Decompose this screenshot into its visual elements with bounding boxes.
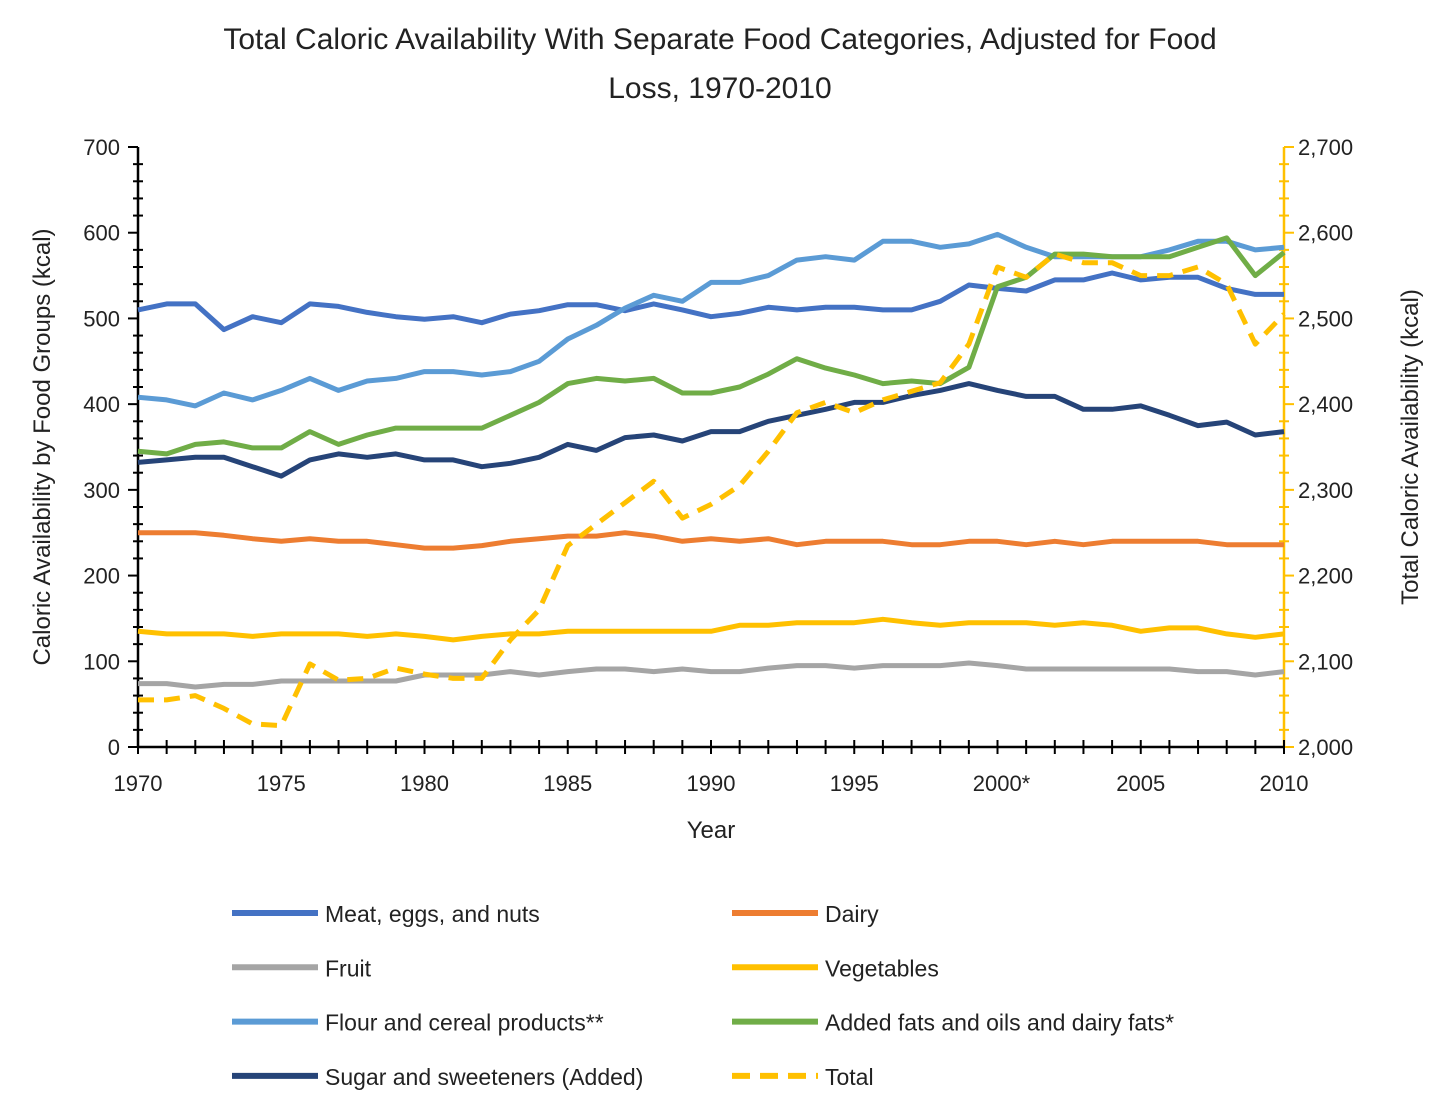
x-tick-label: 2000*	[973, 771, 1031, 796]
x-axis-label: Year	[687, 817, 736, 844]
y2-tick-label: 2,100	[1298, 649, 1353, 674]
legend-label: Total	[825, 1064, 874, 1090]
y-axis-label: Caloric Availability by Food Groups (kca…	[29, 228, 56, 665]
y-tick-label: 700	[83, 135, 120, 160]
chart-title-line-2: Loss, 1970-2010	[608, 72, 832, 105]
series-line-added-fats-and-oils-and-dairy-fats	[137, 235, 1286, 457]
x-tick-label: 1990	[687, 771, 736, 796]
y2-axis-label: Total Caloric Availability (kcal)	[1397, 289, 1424, 605]
legend-label: Fruit	[325, 955, 372, 981]
legend-label: Meat, eggs, and nuts	[325, 901, 540, 927]
x-tick-label: 2010	[1260, 771, 1309, 796]
series-line-fruit	[138, 660, 1285, 690]
y2-tick-label: 2,000	[1298, 735, 1353, 760]
x-tick-label: 1980	[400, 771, 449, 796]
y2-tick-label: 2,400	[1298, 392, 1353, 417]
y-tick-label: 400	[83, 392, 120, 417]
y-tick-label: 500	[83, 306, 120, 331]
x-tick-label: 1995	[830, 771, 879, 796]
y-tick-label: 0	[108, 735, 120, 760]
x-tick-label: 1975	[257, 771, 306, 796]
y2-tick-label: 2,600	[1298, 221, 1353, 246]
y2-tick-label: 2,700	[1298, 135, 1353, 160]
legend-label: Added fats and oils and dairy fats*	[825, 1010, 1174, 1036]
x-tick-label: 2005	[1116, 771, 1165, 796]
x-tick-label: 1985	[543, 771, 592, 796]
y-tick-label: 600	[83, 221, 120, 246]
y2-tick-label: 2,500	[1298, 306, 1353, 331]
y-tick-label: 300	[83, 478, 120, 503]
series-line-total	[138, 251, 1286, 729]
series-line-flour-and-cereal-products	[137, 231, 1285, 409]
legend-label: Flour and cereal products**	[325, 1010, 604, 1036]
x-tick-label: 1970	[114, 771, 163, 796]
series-line-meat-eggs-and-nuts	[137, 270, 1284, 333]
legend-label: Dairy	[825, 901, 879, 927]
y2-tick-label: 2,300	[1298, 478, 1353, 503]
y-tick-label: 200	[83, 564, 120, 589]
y-tick-label: 100	[83, 649, 120, 674]
legend-label: Sugar and sweeteners (Added)	[325, 1064, 643, 1090]
chart-title-line-1: Total Caloric Availability With Separate…	[223, 23, 1216, 56]
y2-tick-label: 2,200	[1298, 564, 1353, 589]
legend-label: Vegetables	[825, 955, 939, 981]
series-line-dairy	[138, 530, 1284, 551]
series-line-sugar-and-sweeteners-added	[137, 381, 1285, 479]
series-line-vegetables	[137, 616, 1285, 643]
